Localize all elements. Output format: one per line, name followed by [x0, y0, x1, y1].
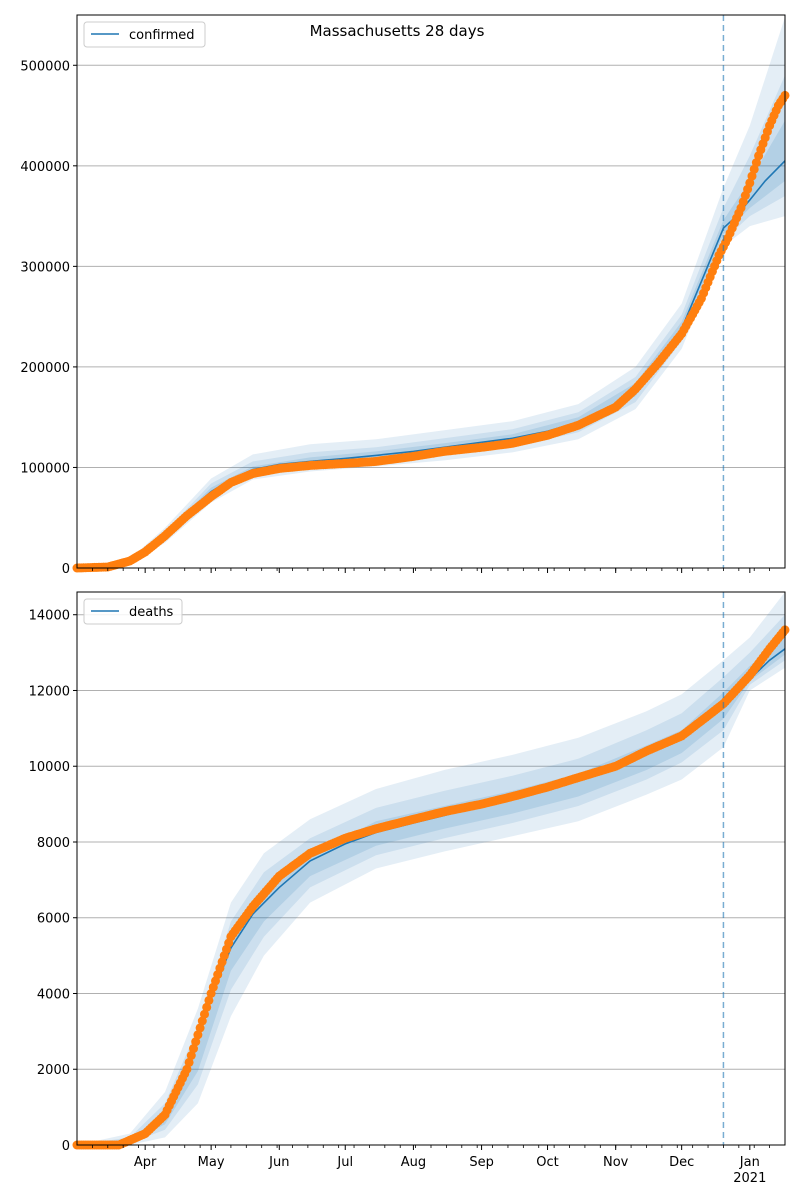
- observed-point: [202, 1002, 212, 1012]
- band-outer: [77, 592, 785, 1145]
- observed-point: [204, 995, 214, 1005]
- y-tick-label: 2000: [37, 1063, 70, 1078]
- y-tick-label: 10000: [29, 760, 70, 775]
- observed-point: [197, 1016, 207, 1026]
- x-tick-label: Dec: [669, 1155, 694, 1170]
- x-tick-label: Jan: [739, 1155, 760, 1170]
- observed-point: [182, 1064, 192, 1074]
- legend-box: [83, 598, 183, 625]
- confirmed-panel: 0 100000 200000 300000 400000 500000 confirmed: [20, 14, 790, 577]
- deaths-panel: 0 2000 4000 6000 8000 10000 12000 14000 Apr May Ju…: [29, 591, 790, 1186]
- observed-point: [184, 1057, 194, 1067]
- x-tick-label: Jul: [336, 1155, 353, 1170]
- x-tick-label: Aug: [401, 1155, 426, 1170]
- y-tick-label: 4000: [37, 987, 70, 1002]
- observed-point: [747, 171, 757, 181]
- observed-point: [186, 1051, 196, 1060]
- observed-point: [200, 1009, 209, 1019]
- band-inner: [77, 635, 785, 1145]
- x-tick-label: May: [198, 1155, 225, 1170]
- observed-point: [191, 1037, 201, 1047]
- y-tick-label: 12000: [29, 684, 70, 699]
- x-tick-label: Nov: [603, 1155, 629, 1170]
- x-tick-label: Apr: [134, 1155, 157, 1170]
- y-tick-label: 500000: [20, 59, 70, 74]
- figure-title: Massachusetts 28 days: [310, 22, 485, 40]
- legend-label: confirmed: [129, 28, 195, 43]
- x-tick-label: Jun: [268, 1155, 289, 1170]
- observed-point: [195, 1023, 205, 1033]
- observed-point: [189, 1044, 198, 1054]
- y-tick-label: 100000: [20, 461, 70, 476]
- y-tick-label: 6000: [37, 912, 70, 927]
- observed-point: [193, 1030, 203, 1040]
- x-tick-label: Oct: [536, 1155, 558, 1170]
- y-tick-label: 200000: [20, 361, 70, 376]
- legend: deaths: [83, 598, 183, 625]
- observed-point: [751, 158, 761, 168]
- legend: confirmed: [83, 21, 206, 48]
- y-tick-label: 300000: [20, 260, 70, 275]
- observed-point: [745, 178, 755, 188]
- y-tick-label: 0: [62, 1139, 70, 1154]
- y-tick-label: 8000: [37, 836, 70, 851]
- band-middle: [77, 614, 785, 1145]
- legend-label: deaths: [129, 605, 174, 620]
- axes-frame: [76, 14, 786, 569]
- legend-box: [83, 21, 206, 48]
- x-tick-label: Sep: [469, 1155, 494, 1170]
- y-tick-label: 400000: [20, 160, 70, 175]
- y-tick-label: 0: [62, 562, 70, 577]
- x-tick-year-label: 2021: [733, 1171, 766, 1186]
- axes-frame: [76, 591, 786, 1146]
- y-tick-label: 14000: [29, 609, 70, 624]
